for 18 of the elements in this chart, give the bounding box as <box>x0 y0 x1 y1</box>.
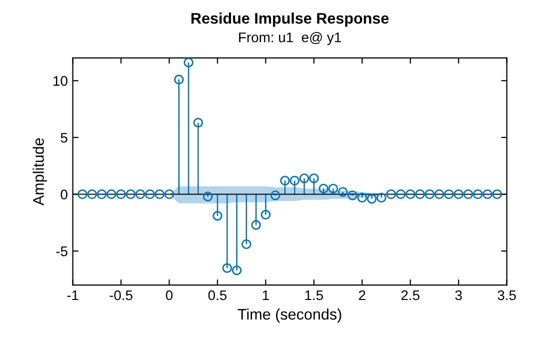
x-tick-label: 0 <box>166 290 173 300</box>
y-axis-title: Amplitude <box>32 138 47 206</box>
x-tick-label: 1.5 <box>305 290 323 300</box>
x-tick-label: 3.5 <box>498 290 516 300</box>
y-tick-label: 0 <box>60 190 68 200</box>
x-tick-label: -0.5 <box>110 290 132 300</box>
x-tick-label: 3 <box>455 290 462 300</box>
x-tick-label: 0.5 <box>208 290 227 300</box>
y-tick-label: 10 <box>54 76 68 86</box>
chart-subtitle: From: u1 e@ y1 <box>239 32 341 46</box>
y-tick-label: 5 <box>60 132 68 143</box>
x-axis-title: Time (seconds) <box>238 308 342 323</box>
x-tick-label: 2 <box>358 290 366 300</box>
x-tick-label: 1 <box>262 290 269 300</box>
chart-title: Residue Impulse Response <box>191 12 389 27</box>
y-tick-label: -5 <box>56 246 68 256</box>
x-tick-label: 2.5 <box>401 290 420 300</box>
x-tick-label: -1 <box>67 290 78 300</box>
